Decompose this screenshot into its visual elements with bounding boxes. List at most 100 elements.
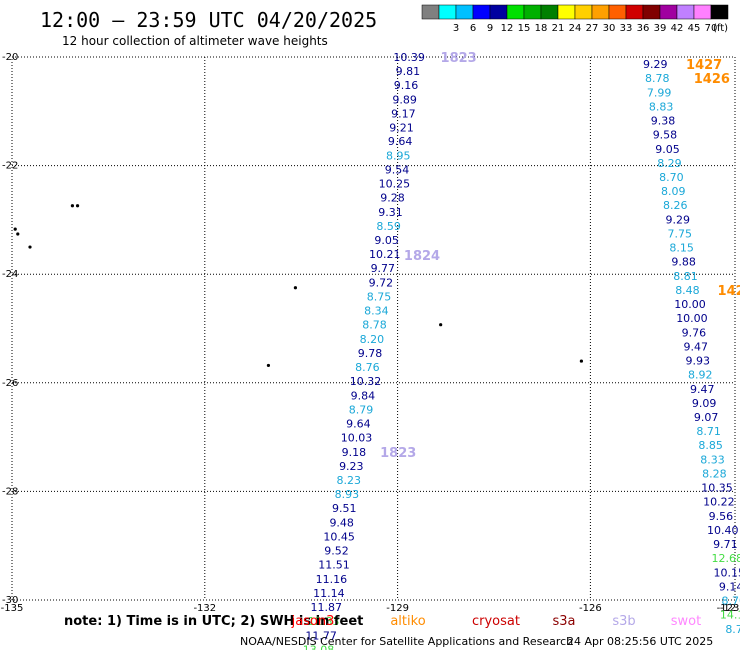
legend-label: 21 — [552, 23, 565, 34]
wave-height-reading: 9.71 — [713, 538, 738, 551]
legend-label: 9 — [487, 23, 493, 34]
wave-height-reading: 9.38 — [651, 115, 676, 128]
longitude-tick-label: -126 — [579, 603, 602, 614]
wave-height-reading: 8.78 — [362, 319, 387, 332]
legend-swatch — [540, 4, 559, 20]
longitude-tick-label: -12 — [720, 603, 736, 614]
pass-time-labels: 1823182418231427142614251424 — [380, 51, 740, 461]
longitude-tick-label: -132 — [193, 603, 216, 614]
pass-time-label: 1427 — [686, 58, 722, 73]
wave-height-reading: 11.16 — [316, 573, 348, 586]
island-dot — [266, 363, 271, 368]
lat-lon-grid — [11, 56, 736, 601]
latitude-tick-label: -30 — [2, 595, 18, 606]
wave-height-reading: 9.29 — [643, 58, 668, 71]
satellite-name: swot — [671, 614, 701, 629]
latitude-tick-label: -28 — [2, 486, 18, 497]
track-east: 9.298.787.998.839.389.589.058.298.708.09… — [643, 58, 740, 636]
wave-height-reading: 7.75 — [667, 227, 692, 240]
satellite-name: s3b — [612, 614, 635, 629]
legend-swatch — [557, 4, 576, 20]
wave-height-reading: 8.78 — [645, 72, 670, 85]
latitude-tick-label: -26 — [2, 378, 18, 389]
wave-height-reading: 9.64 — [388, 135, 413, 148]
island-dot — [293, 286, 298, 290]
wave-height-reading: 8.81 — [673, 270, 698, 283]
island-dot — [28, 245, 32, 249]
wave-height-reading: 8.20 — [360, 333, 385, 346]
longitude-tick-label: -129 — [386, 603, 409, 614]
wave-height-reading: 9.47 — [684, 340, 709, 353]
legend-swatch — [710, 4, 729, 20]
wave-height-reading: 8.73 — [725, 623, 740, 636]
wave-height-reading: 8.79 — [349, 403, 374, 416]
legend-swatch — [455, 4, 474, 20]
wave-height-reading: 9.09 — [692, 397, 717, 410]
wave-height-reading: 8.29 — [657, 157, 682, 170]
wave-height-reading: 9.89 — [392, 93, 417, 106]
longitude-tick-label: -135 — [1, 603, 24, 614]
wave-height-reading: 9.54 — [385, 163, 410, 176]
wave-height-reading: 9.31 — [378, 206, 403, 219]
latitude-tick-label: -24 — [2, 269, 18, 280]
legend-label: 30 — [603, 23, 616, 34]
island-dot — [579, 359, 584, 363]
altimeter-tracks: 10.399.819.169.899.179.219.648.959.5410.… — [303, 51, 740, 650]
wave-height-reading: 9.28 — [380, 192, 405, 205]
wave-height-reading: 9.05 — [374, 234, 399, 247]
wave-height-reading: 8.59 — [376, 220, 401, 233]
legend-label: 12 — [501, 23, 514, 34]
legend-swatch — [489, 4, 508, 20]
wave-height-reading: 9.47 — [690, 383, 715, 396]
wave-height-reading: 8.34 — [364, 305, 389, 318]
color-legend: 3 6 9 12 15 18 21 24 27 30 33 36 39 42 45 70 — [421, 4, 729, 34]
wave-height-reading: 9.84 — [351, 389, 376, 402]
wave-height-reading: 9.76 — [682, 326, 707, 339]
satellite-name: jason3 — [291, 614, 335, 629]
legend-label: 3 — [453, 23, 459, 34]
wave-height-reading: 8.93 — [335, 488, 360, 501]
legend-swatch — [676, 4, 695, 20]
wave-height-reading: 9.16 — [394, 79, 419, 92]
island-dot — [75, 204, 80, 208]
legend-swatch — [693, 4, 712, 20]
pass-time-label: 1823 — [441, 51, 477, 66]
island-markers — [13, 204, 584, 368]
legend-label: 42 — [671, 23, 684, 34]
satellite-legend: jason3 altiko cryosat s3a s3b swot — [291, 614, 702, 629]
satellite-name: altiko — [390, 614, 425, 629]
wave-height-reading: 11.87 — [311, 601, 343, 614]
wave-height-reading: 9.77 — [371, 262, 396, 275]
wave-height-reading: 8.83 — [649, 100, 674, 113]
wave-height-reading: 8.92 — [688, 369, 713, 382]
wave-height-reading: 8.75 — [367, 290, 392, 303]
wave-height-reading: 9.18 — [342, 446, 367, 459]
wave-height-reading: 9.51 — [332, 502, 357, 515]
longitude-labels: -135 -132 -129 -126 -123-12 — [1, 603, 740, 614]
wave-height-reading: 12.68 — [712, 552, 740, 565]
legend-label: 36 — [637, 23, 650, 34]
wave-height-reading: 10.45 — [323, 530, 355, 543]
wave-height-reading: 10.15 — [713, 566, 740, 579]
legend-label: 39 — [654, 23, 667, 34]
legend-unit: (ft) — [713, 23, 728, 34]
latitude-tick-label: -20 — [2, 52, 18, 63]
wave-height-reading: 9.56 — [709, 510, 734, 523]
wave-height-reading: 9.05 — [655, 143, 680, 156]
legend-label: 6 — [470, 23, 476, 34]
wave-height-reading: 9.21 — [389, 122, 414, 135]
legend-label: 27 — [586, 23, 599, 34]
wave-height-reading: 11.77 — [305, 629, 337, 642]
legend-label: 18 — [535, 23, 548, 34]
wave-height-reading: 8.28 — [702, 467, 727, 480]
wave-height-reading: 8.48 — [675, 284, 700, 297]
satellite-name: s3a — [552, 614, 575, 629]
wave-height-reading: 9.88 — [671, 256, 696, 269]
pass-time-label: 1823 — [380, 446, 416, 461]
wave-height-reading: 8.76 — [355, 361, 380, 374]
pass-time-label: 1824 — [404, 249, 440, 264]
longitude-tick-label: -123 — [717, 603, 740, 614]
wave-height-reading: 9.58 — [653, 129, 678, 142]
wave-height-reading: 8.33 — [700, 453, 725, 466]
wave-height-reading: 10.00 — [676, 312, 708, 325]
